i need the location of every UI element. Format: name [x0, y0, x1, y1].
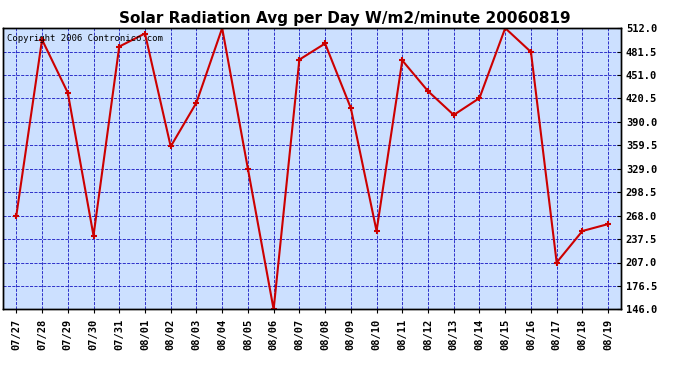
Text: Solar Radiation Avg per Day W/m2/minute 20060819: Solar Radiation Avg per Day W/m2/minute … [119, 11, 571, 26]
Text: Copyright 2006 Contronico.com: Copyright 2006 Contronico.com [6, 34, 162, 43]
